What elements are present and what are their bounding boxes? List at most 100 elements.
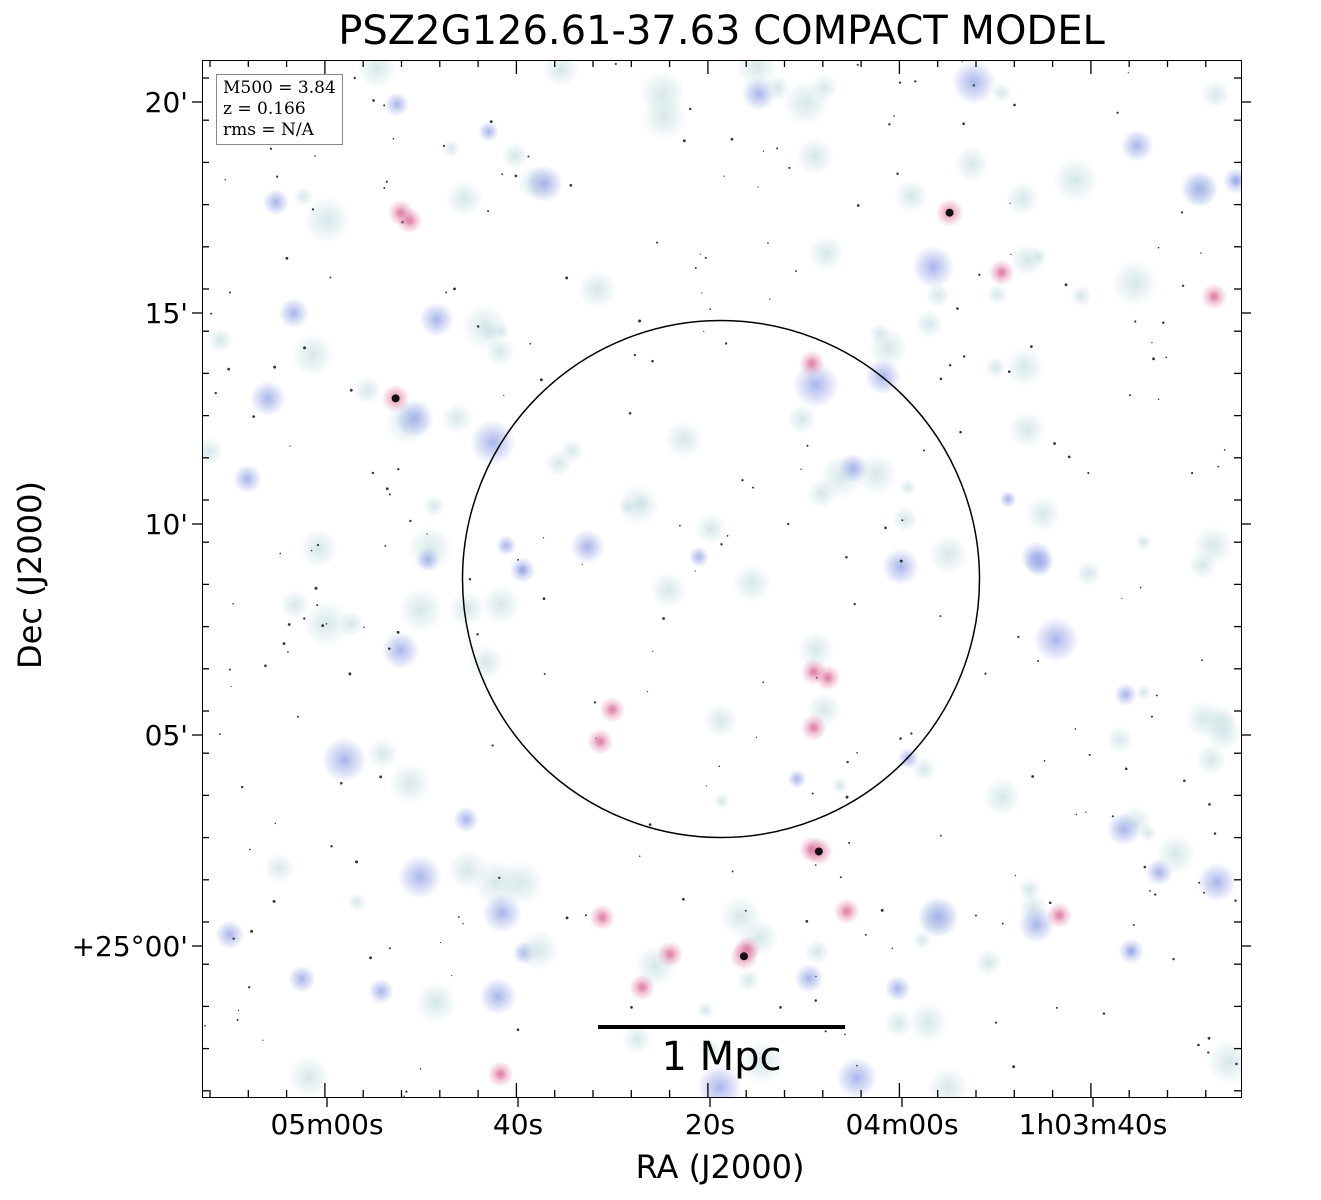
radio-source-blob (703, 703, 738, 738)
point-source (959, 430, 962, 434)
radio-source-blob (912, 930, 932, 950)
point-source (210, 312, 213, 315)
point-source (581, 563, 583, 565)
point-source (1031, 775, 1035, 778)
point-source (384, 545, 387, 547)
radio-source-blob (1053, 909, 1066, 922)
radio-source-blob (397, 855, 442, 899)
radio-source-blob (577, 269, 617, 309)
point-source (1067, 455, 1071, 459)
point-source (1017, 635, 1020, 638)
radio-source-blob (1005, 347, 1045, 387)
radio-source-blob (478, 121, 499, 142)
radio-source-blob (804, 938, 830, 965)
radio-source-blob (468, 644, 504, 680)
point-source (662, 617, 665, 620)
radio-source-blob (516, 564, 529, 577)
point-source (939, 615, 942, 618)
radio-source-blob (821, 671, 834, 684)
point-source (584, 914, 587, 917)
point-source (1181, 284, 1185, 287)
radio-source-blob (518, 929, 559, 971)
point-source (275, 175, 279, 178)
point-source (787, 522, 790, 526)
radio-source-blob (1114, 683, 1138, 707)
point-source (896, 172, 899, 175)
point-source (310, 549, 313, 552)
point-source (726, 534, 729, 537)
point-source (1200, 252, 1202, 254)
point-source (279, 552, 282, 555)
point-source (369, 956, 373, 960)
point-source (739, 952, 748, 961)
point-source (648, 823, 652, 826)
point-source (214, 391, 217, 395)
radio-source-blob (441, 139, 461, 158)
point-source (227, 367, 231, 371)
point-source (945, 208, 954, 217)
radio-source-blob (797, 631, 835, 669)
radio-source-blob (740, 1040, 785, 1085)
radio-source-blob (298, 528, 339, 568)
point-source (856, 204, 860, 207)
point-source (228, 668, 231, 671)
point-source (321, 624, 325, 628)
x-axis-title: RA (J2000) (635, 1148, 805, 1186)
point-source (731, 870, 734, 873)
point-source (426, 533, 428, 535)
point-source (824, 1030, 827, 1033)
point-source (815, 975, 817, 978)
point-source (316, 604, 319, 607)
radio-source-blob (912, 756, 937, 782)
radio-source-blob (280, 589, 311, 620)
point-source (385, 487, 389, 491)
radio-source-blob (882, 548, 919, 586)
point-source (1234, 899, 1237, 902)
point-source (569, 184, 573, 187)
point-source (232, 937, 235, 940)
point-source (527, 155, 530, 158)
radio-source-blob (288, 965, 316, 993)
point-source (451, 974, 453, 977)
radio-source-blob (338, 610, 365, 637)
radio-source-blob (688, 546, 709, 568)
point-source (1149, 889, 1151, 892)
radio-source-blob (787, 404, 817, 435)
radio-source-blob (481, 584, 521, 624)
rms-label: rms = N/A (223, 120, 314, 140)
point-source (372, 99, 375, 102)
point-source (811, 792, 814, 795)
radio-source-blob (974, 948, 1003, 977)
point-source (795, 270, 797, 272)
point-source (751, 486, 754, 489)
radio-source-blob (619, 498, 636, 515)
radio-source-blob (262, 188, 290, 216)
point-source (788, 166, 791, 169)
point-source (453, 287, 456, 291)
radio-source-blob (448, 590, 486, 627)
point-source (457, 916, 460, 919)
point-source (705, 785, 707, 787)
y-tick-label: 20' (144, 86, 188, 119)
point-source (839, 876, 842, 879)
point-source (439, 941, 442, 944)
point-source (1010, 253, 1012, 256)
point-source (639, 855, 641, 857)
point-source (682, 139, 686, 143)
point-source (501, 173, 504, 176)
point-source (848, 841, 851, 844)
point-source (1190, 472, 1194, 475)
radio-source-blob (1201, 79, 1231, 109)
radio-source-blob (395, 399, 434, 438)
radio-source-blob (1070, 285, 1093, 307)
point-source (856, 1064, 858, 1067)
radio-source-blob (543, 61, 579, 87)
radio-source-blob (696, 1001, 715, 1019)
point-source (1007, 370, 1011, 373)
radio-source-blob (1188, 551, 1217, 580)
radio-sky-image (203, 61, 1241, 1097)
radio-source-blob (808, 234, 845, 272)
point-source (397, 467, 400, 471)
point-source (296, 715, 299, 718)
radio-source-blob (999, 490, 1017, 509)
